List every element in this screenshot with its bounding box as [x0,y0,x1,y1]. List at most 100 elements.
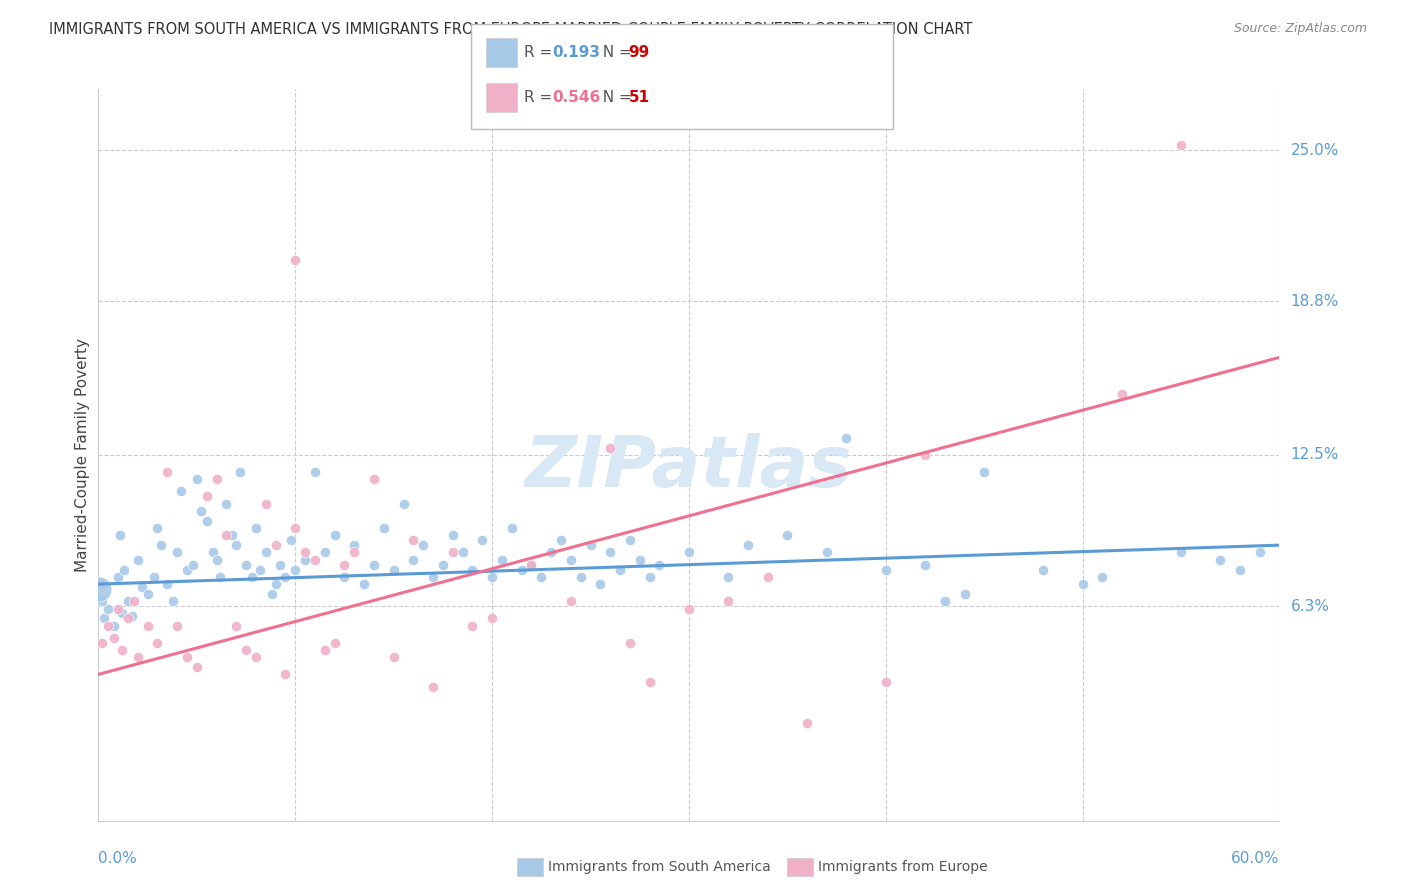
Point [835,431,858,445]
Point [111,607,134,621]
Point [254,545,277,559]
Point [107,601,129,615]
Point [170,484,193,499]
Text: 0.193: 0.193 [553,45,600,60]
Point [796,716,818,731]
Point [353,577,375,591]
Point [150,538,173,552]
Point [638,570,661,584]
Point [875,674,897,689]
Point [225,538,247,552]
Point [678,601,700,615]
Point [481,570,503,584]
Point [717,594,740,608]
Text: Immigrants from South America: Immigrants from South America [548,860,770,874]
Point [422,570,444,584]
Point [91,635,114,649]
Point [1249,545,1271,559]
Point [609,562,631,576]
Text: R =: R = [524,45,558,60]
Point [333,558,356,572]
Point [432,558,454,572]
Point [146,635,169,649]
Point [550,533,572,548]
Point [166,545,188,559]
Point [520,558,543,572]
Point [422,680,444,694]
Point [186,472,208,486]
Point [294,545,316,559]
Point [314,643,336,657]
Point [201,545,224,559]
Point [510,562,533,576]
Point [127,650,149,665]
Point [402,553,425,567]
Point [195,514,218,528]
Point [953,587,976,601]
Point [156,465,179,479]
Point [284,562,307,576]
Point [215,497,238,511]
Point [737,538,759,552]
Point [501,521,523,535]
Text: 51: 51 [628,90,650,104]
Point [1111,387,1133,401]
Point [131,580,153,594]
Point [599,441,621,455]
Point [382,650,405,665]
Point [117,611,139,625]
Point [638,674,661,689]
Point [540,545,562,559]
Point [235,558,257,572]
Point [1229,562,1251,576]
Point [815,545,838,559]
Point [333,570,356,584]
Point [107,570,129,584]
Point [1071,577,1094,591]
Point [121,608,143,623]
Point [142,570,165,584]
Point [599,545,621,559]
Point [156,577,179,591]
Point [209,570,232,584]
Point [111,643,134,657]
Point [461,562,484,576]
Point [190,504,212,518]
Point [560,594,582,608]
Point [441,545,464,559]
Text: 25.0%: 25.0% [1291,143,1339,158]
Point [176,650,198,665]
Point [162,594,184,608]
Point [136,587,159,601]
Point [1170,545,1192,559]
Point [1170,138,1192,153]
Point [221,528,243,542]
Point [392,497,415,511]
Point [186,660,208,674]
Point [363,472,385,486]
Text: N =: N = [593,45,637,60]
Point [471,533,494,548]
Point [776,528,799,542]
Point [451,545,474,559]
Point [274,570,297,584]
Point [579,538,602,552]
Point [195,489,218,503]
Point [491,553,513,567]
Point [112,562,135,576]
Point [678,545,700,559]
Point [146,521,169,535]
Point [245,521,267,535]
Point [314,545,336,559]
Point [402,533,425,548]
Point [343,538,366,552]
Point [481,611,503,625]
Point [914,558,936,572]
Point [382,562,405,576]
Point [1091,570,1114,584]
Point [520,558,543,572]
Point [90,577,112,591]
Point [294,553,316,567]
Text: N =: N = [593,90,637,104]
Point [373,521,395,535]
